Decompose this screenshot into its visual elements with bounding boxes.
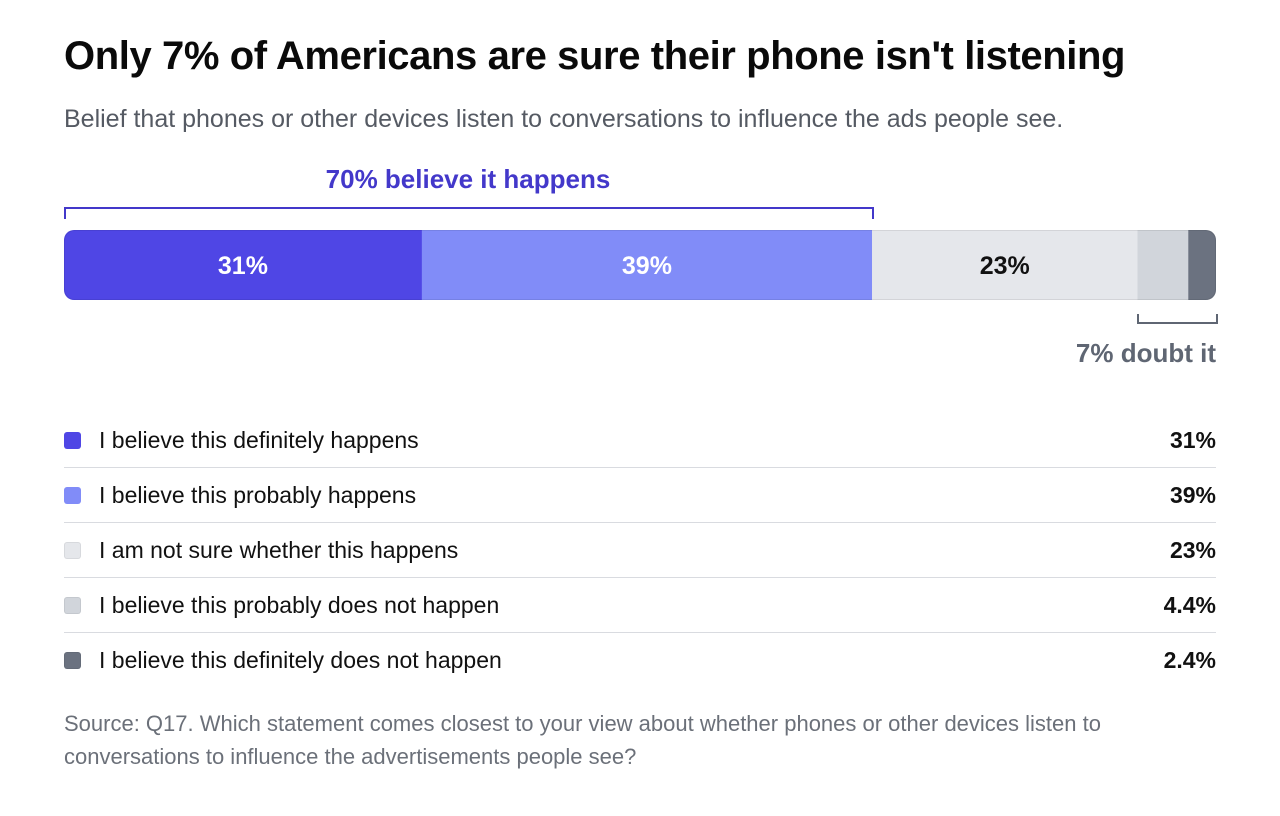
bar-segment (872, 230, 1139, 300)
legend-row: I believe this definitely happens 31% (64, 413, 1216, 468)
bar-outline (64, 230, 1216, 300)
legend-swatch (64, 651, 81, 669)
legend-value: 39% (1169, 482, 1216, 508)
legend-value: 31% (1169, 427, 1216, 453)
legend-row: I believe this probably happens 39% (64, 468, 1216, 523)
legend-label: I believe this definitely happens (99, 427, 419, 453)
believe-annotation-label: 70% believe it happens (325, 164, 611, 194)
stacked-bar-svg: 31% 39% 23% (64, 230, 1216, 300)
stacked-bar: 31% 39% 23% (64, 230, 1216, 300)
doubt-annotation-label: 7% doubt it (1075, 338, 1216, 368)
source-note: Source: Q17. Which statement comes close… (64, 711, 1101, 769)
believe-bracket (64, 207, 874, 219)
legend-label: I believe this probably does not happen (99, 592, 500, 618)
legend: I believe this definitely happens 31% I … (64, 413, 1216, 687)
legend-value: 4.4% (1163, 592, 1216, 618)
bar-segment-label: 39% (622, 252, 672, 280)
bar-segment-label: 31% (218, 252, 268, 280)
legend-row: I believe this definitely does not happe… (64, 633, 1216, 687)
legend-swatch (64, 431, 81, 449)
bar-segment (1137, 230, 1189, 300)
chart-title: Only 7% of Americans are sure their phon… (64, 34, 1126, 78)
legend-value: 23% (1169, 537, 1216, 563)
bar-segment (64, 230, 423, 300)
bar-segment-label: 23% (980, 252, 1030, 280)
legend-swatch (64, 596, 81, 614)
legend-value: 2.4% (1163, 647, 1216, 673)
chart-subtitle: Belief that phones or other devices list… (64, 105, 1064, 133)
bar-segment (421, 230, 873, 300)
legend-swatch (64, 541, 81, 559)
legend-label: I am not sure whether this happens (99, 537, 459, 563)
legend-label: I believe this probably happens (99, 482, 417, 508)
bar-segment (1188, 230, 1216, 300)
doubt-bracket (1137, 314, 1218, 324)
legend-label: I believe this definitely does not happe… (99, 647, 502, 673)
legend-swatch (64, 486, 81, 504)
legend-row: I believe this probably does not happen … (64, 578, 1216, 633)
legend-row: I am not sure whether this happens 23% (64, 523, 1216, 578)
